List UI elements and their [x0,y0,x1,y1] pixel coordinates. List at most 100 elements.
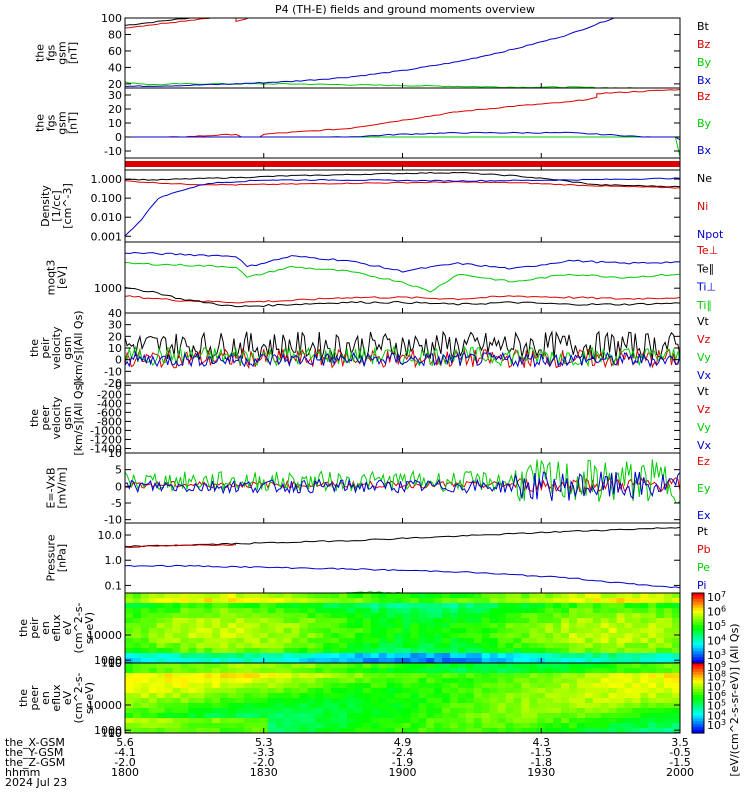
spectrogram-cell [656,683,665,689]
spectrogram-cell [188,668,197,674]
spectrogram-cell [315,613,324,619]
spectrogram-cell [259,633,269,639]
spectrogram-cell [672,593,680,599]
spectrogram-cell [608,638,618,644]
spectrogram-cell [331,643,340,649]
spectrogram-cell [172,713,182,719]
spectrogram-cell [259,613,269,619]
spectrogram-cell [481,648,491,654]
spectrogram-cell [465,683,475,689]
spectrogram-cell [458,658,467,663]
spectrogram-cell [354,658,364,663]
chart-title: P4 (TH-E) fields and ground moments over… [275,3,535,16]
spectrogram-cell [505,633,515,639]
spectrogram-cell [354,688,364,694]
spectrogram-cell [125,673,134,679]
spectrogram-cell [561,703,570,709]
spectrogram-cell [505,703,515,709]
spectrogram-cell [354,608,364,614]
spectrogram-cell [125,683,134,689]
spectrogram-cell [307,598,316,604]
series-line-Pt [125,526,680,548]
spectrogram-cell [450,593,459,599]
spectrogram-cell [362,713,372,719]
spectrogram-cell [236,638,245,644]
y-tick-label: 0.001 [91,230,123,243]
spectrogram-cell [299,633,308,639]
spectrogram-cell [125,593,134,599]
spectrogram-cell [347,723,356,729]
spectrogram-cell [600,593,610,599]
spectrogram-cell [283,723,293,729]
spectrogram-cell [569,623,578,629]
spectrogram-cell [212,598,221,604]
spectrogram-cell [505,718,515,724]
spectrogram-cell [307,713,316,719]
y-tick-label: -400 [97,397,122,410]
spectrogram-cell [212,608,221,614]
y-tick-label: 10 [108,727,122,740]
spectrogram-cell [434,718,443,724]
spectrogram-cell [505,623,515,629]
colorbar-tick-label: 103 [707,648,726,662]
spectrogram-cell [545,683,554,689]
x-axis-row-label: the_Y-GSM [5,746,63,759]
spectrogram-cell [569,593,578,599]
spectrogram-cell [212,623,221,629]
legend-entry: Vy [697,421,711,434]
spectrogram-cell [640,593,649,599]
spectrogram-cell [426,723,435,729]
spectrogram-cell [236,613,245,619]
spectrogram-cell [569,683,578,689]
colorbar-cell [692,645,704,649]
spectrogram-cell [569,613,578,619]
legend-entry: Bz [697,90,711,103]
spectrogram-cell [315,663,324,669]
spectrogram-cell [323,708,332,714]
y-axis-label: [km/s](All Qs) [72,380,85,455]
spectrogram-cell [156,598,166,604]
spectrogram-cell [648,723,657,729]
legend-entry: Ez [697,455,710,468]
spectrogram-cell [362,608,372,614]
spectrogram-cell [291,658,300,663]
y-axis-label: the [17,689,30,707]
spectrogram-cell [426,633,435,639]
spectrogram-cell [473,623,483,629]
spectrogram-cell [125,718,134,724]
spectrogram-cell [513,693,522,699]
spectrogram-cell [616,608,626,614]
spectrogram-cell [148,698,158,704]
spectrogram-cell [600,623,610,629]
spectrogram-cell [164,683,174,689]
spectrogram-cell [140,623,150,629]
y-axis-label: en [39,621,52,635]
spectrogram-cell [569,678,578,684]
spectrogram-cell [529,653,538,659]
spectrogram-cell [156,613,166,619]
spectrogram-cell [569,673,578,679]
spectrogram-cell [243,668,253,674]
spectrogram-cell [481,703,491,709]
spectrogram-cell [339,678,348,684]
spectrogram-cell [148,648,158,654]
spectrogram-cell [418,683,427,689]
spectrogram-cell [521,628,530,634]
spectrogram-cell [394,628,404,634]
spectrogram-cell [545,728,554,733]
series-group-5 [125,330,680,370]
spectrogram-cell [362,643,372,649]
spectrogram-cell [576,678,586,684]
spectrogram-cell [418,708,427,714]
spectrogram-cell [489,693,499,699]
spectrogram-cell [347,653,356,659]
spectrogram-cell [386,698,396,704]
spectrogram-cell [505,648,515,654]
spectrogram-cell [672,633,680,639]
spectrogram-cell [148,598,158,604]
spectrogram-cell [553,603,562,609]
spectrogram-cell [648,668,657,674]
spectrogram-cell [553,683,562,689]
spectrogram-cell [616,603,626,609]
spectrogram-cell [339,698,348,704]
